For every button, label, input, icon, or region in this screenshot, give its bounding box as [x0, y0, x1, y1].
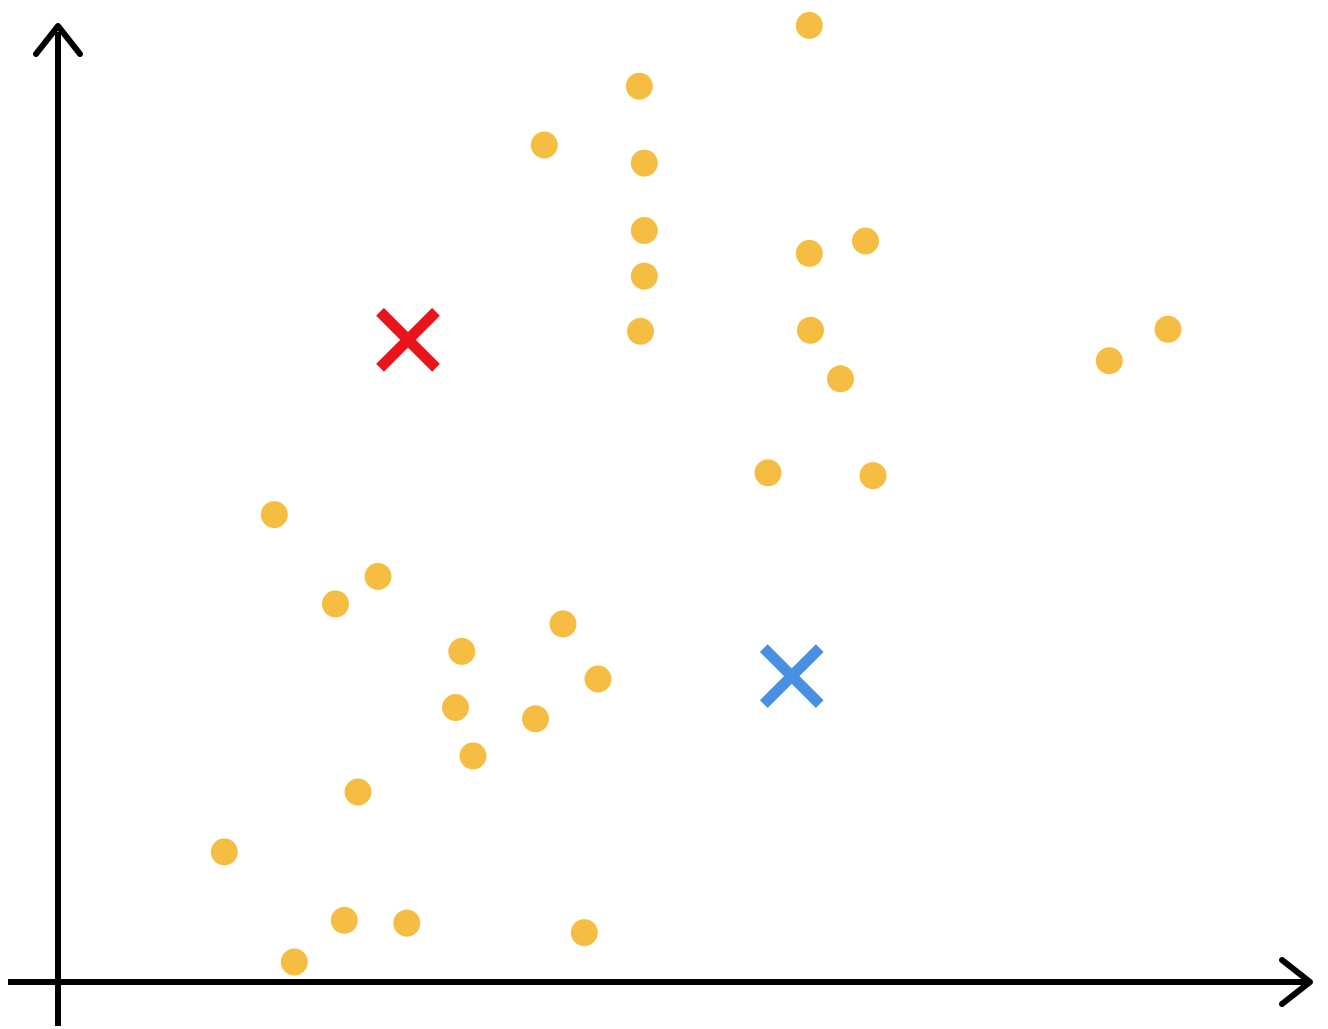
- data-point-26: [210, 838, 238, 866]
- data-point-7: [852, 227, 879, 255]
- data-point-22: [442, 694, 469, 721]
- data-point-23: [522, 705, 549, 733]
- data-point-10: [797, 316, 824, 344]
- axes: [8, 23, 1313, 1026]
- data-point-16: [260, 501, 288, 529]
- y-axis-arrow-icon: [33, 23, 83, 57]
- data-point-24: [459, 742, 487, 770]
- data-point-5: [630, 217, 658, 244]
- x-axis-arrow-icon: [1279, 957, 1313, 1007]
- data-points: [210, 11, 1182, 976]
- data-point-19: [549, 610, 577, 638]
- data-point-20: [448, 637, 476, 665]
- data-point-18: [322, 590, 349, 618]
- centroid-markers: [376, 307, 824, 708]
- data-point-27: [330, 906, 358, 934]
- data-point-21: [584, 665, 612, 693]
- data-point-30: [280, 948, 308, 976]
- data-point-17: [364, 562, 392, 590]
- data-point-9: [627, 317, 654, 345]
- data-point-28: [393, 909, 421, 937]
- centroid-red-icon: [376, 307, 440, 372]
- data-point-2: [625, 72, 653, 100]
- data-point-15: [859, 462, 887, 490]
- centroid-blue-icon: [759, 644, 824, 708]
- data-point-29: [570, 919, 598, 947]
- data-point-13: [1154, 315, 1182, 343]
- data-point-14: [754, 459, 782, 487]
- data-point-1: [795, 11, 823, 39]
- data-point-8: [630, 262, 658, 290]
- data-point-6: [795, 239, 823, 267]
- data-point-12: [1095, 347, 1123, 375]
- data-point-3: [530, 131, 558, 159]
- centroid-blue-stroke: [759, 644, 824, 708]
- data-point-11: [827, 365, 854, 393]
- data-point-25: [344, 778, 372, 806]
- centroid-red-stroke: [376, 307, 440, 372]
- data-point-4: [630, 149, 658, 177]
